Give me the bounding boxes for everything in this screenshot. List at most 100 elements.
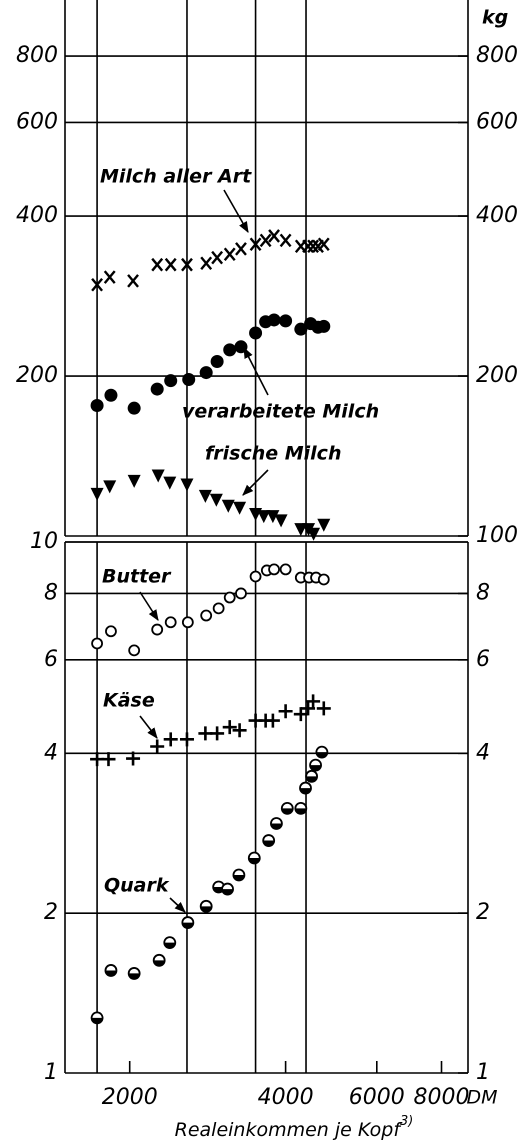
data-point [299,781,312,795]
data-point [222,720,237,735]
marker-half-fill [310,765,322,771]
data-point [233,501,247,515]
marker-half-fill [164,942,176,949]
marker-triangle [103,480,117,494]
data-point [307,239,320,253]
data-point [316,701,331,716]
data-point [103,270,116,284]
data-point [151,469,165,483]
data-point [302,239,314,253]
marker-triangle [163,476,177,490]
y-tick-label: 1 [44,1060,58,1085]
data-point [262,834,276,847]
marker-plus [126,751,141,766]
data-point [305,769,318,783]
marker-dot [150,382,164,396]
marker-plus [179,732,194,747]
marker-x [164,257,177,272]
marker-x [279,233,292,248]
data-point [127,474,141,488]
y2-tick-label: 2 [476,900,490,925]
data-point [127,967,141,980]
marker-x [181,257,193,272]
annotation-arrow [169,897,186,913]
marker-x [127,274,139,288]
data-point [210,726,225,741]
data-point [104,388,118,402]
data-point [210,354,224,368]
data-point [90,399,104,413]
marker-plus [301,701,316,716]
data-point [199,899,213,913]
marker-triangle [198,489,212,503]
marker-circle [223,591,236,604]
series-label: verarbeitete Milch [182,401,379,423]
data-point [259,233,272,248]
marker-half-fill [316,752,328,758]
marker-plus [198,726,213,741]
marker-dot [164,374,178,388]
marker-half-fill [128,973,140,979]
data-point [317,573,330,586]
y2-tick-label: 600 [476,109,518,134]
marker-plus [210,726,225,741]
data-point [182,373,196,387]
data-point [221,882,234,896]
annotation-arrow [243,347,269,396]
marker-half-fill [270,823,282,830]
x-tick-label: 6000 [349,1085,405,1110]
data-point [235,242,247,256]
data-point [150,739,165,754]
marker-circle [235,587,247,600]
marker-dot [223,343,237,357]
marker-half-fill [263,840,275,847]
data-point [274,514,288,528]
marker-x [259,233,272,248]
data-point [223,591,236,604]
y2-tick-label: 6 [476,647,490,672]
y-tick-label: 4 [44,740,58,765]
data-point [126,751,141,766]
marker-dot [279,314,293,328]
marker-circle [279,563,292,576]
marker-plus [232,723,247,738]
data-point [268,229,280,243]
x-axis-title: Realeinkommen je Kopf3) [175,1114,414,1141]
data-point [280,801,294,815]
data-point [247,851,261,865]
data-point [181,916,195,929]
data-point [265,713,280,728]
series-label: Butter [102,566,172,588]
data-point [200,256,213,271]
series-label: Quark [104,875,170,897]
annotation-arrow [242,469,269,496]
marker-circle [128,644,141,657]
x-axis-label: Realeinkommen je Kopf [175,1119,404,1141]
data-point [279,314,293,328]
marker-x [103,270,116,284]
data-point [249,570,262,583]
marker-half-fill [248,858,260,864]
marker-half-fill [153,960,165,966]
marker-triangle [127,474,141,488]
data-point [279,563,292,576]
marker-triangle [221,499,235,513]
marker-circle [268,563,280,576]
data-point [164,616,177,629]
marker-plus [222,720,237,735]
data-point [209,493,223,507]
y-tick-label: 6 [44,647,58,672]
data-point [279,233,292,248]
data-point [127,401,141,415]
x-axis-note: 3) [400,1114,413,1129]
marker-half-fill [91,1017,103,1024]
marker-half-fill [222,889,234,895]
data-point [232,723,247,738]
marker-x [307,239,320,253]
y2-tick-label: 100 [476,523,518,548]
data-point [317,237,330,252]
marker-circle [91,637,103,650]
marker-dot [210,354,224,368]
marker-dot [249,326,263,340]
data-point [199,366,213,380]
